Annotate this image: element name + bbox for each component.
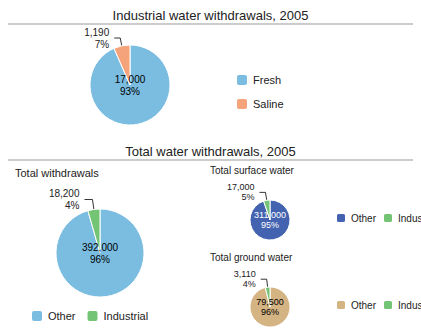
svg-text:392,000: 392,000 — [82, 242, 119, 253]
svg-text:Industrial: Industrial — [398, 300, 421, 311]
svg-text:4%: 4% — [243, 279, 256, 289]
svg-text:Industrial: Industrial — [398, 213, 421, 224]
svg-text:17,000: 17,000 — [227, 182, 255, 192]
svg-text:Total water withdrawals, 2005: Total water withdrawals, 2005 — [125, 144, 296, 159]
svg-text:Total withdrawals: Total withdrawals — [15, 167, 99, 179]
svg-text:93%: 93% — [120, 86, 140, 97]
svg-text:79,500: 79,500 — [256, 297, 284, 307]
svg-text:95%: 95% — [261, 220, 279, 230]
svg-text:96%: 96% — [261, 307, 279, 317]
svg-text:Total surface water: Total surface water — [210, 165, 295, 176]
svg-text:7%: 7% — [95, 39, 110, 50]
svg-text:18,200: 18,200 — [49, 188, 80, 199]
svg-text:96%: 96% — [90, 254, 110, 265]
svg-text:4%: 4% — [65, 200, 80, 211]
svg-text:311,000: 311,000 — [254, 210, 286, 220]
svg-text:5%: 5% — [241, 192, 254, 202]
svg-text:3,110: 3,110 — [234, 269, 256, 279]
svg-text:Fresh: Fresh — [253, 74, 281, 86]
svg-text:1,190: 1,190 — [84, 27, 109, 38]
svg-text:Other: Other — [48, 310, 76, 322]
svg-text:Saline: Saline — [253, 98, 284, 110]
svg-text:Industrial: Industrial — [104, 310, 149, 322]
svg-text:Total ground water: Total ground water — [210, 252, 293, 263]
svg-text:Other: Other — [351, 213, 377, 224]
svg-text:Other: Other — [351, 300, 377, 311]
svg-text:Industrial water withdrawals,: Industrial water withdrawals, 2005 — [113, 8, 309, 23]
svg-text:17,000: 17,000 — [115, 74, 146, 85]
